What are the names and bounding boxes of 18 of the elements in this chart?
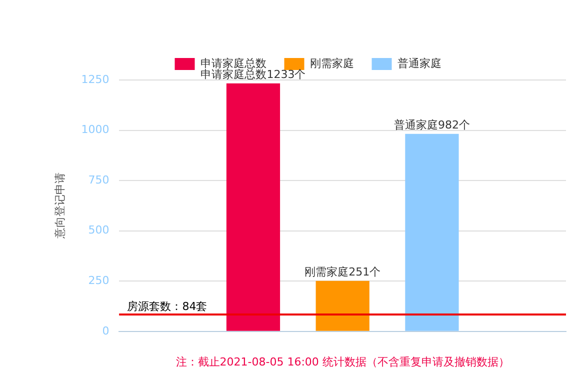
y-tick-label: 0 <box>102 324 110 338</box>
legend-label: 申请家庭总数 <box>200 56 266 70</box>
legend-label: 普通家庭 <box>397 56 442 70</box>
legend-label: 刚需家庭 <box>310 56 354 70</box>
y-axis-title: 意向登记申请 <box>53 172 66 240</box>
y-tick-label: 1250 <box>81 72 110 86</box>
bar <box>316 280 370 331</box>
data-label: 刚需家庭251个 <box>304 265 381 278</box>
y-tick-label: 1000 <box>81 123 110 136</box>
bar <box>405 134 459 331</box>
ref-line-label: 房源套数：84套 <box>127 300 208 313</box>
bar <box>226 83 280 331</box>
data-label: 申请家庭总数1233个 <box>200 68 306 81</box>
y-tick-label: 750 <box>88 173 110 186</box>
y-tick-label: 250 <box>88 274 110 287</box>
y-tick-label: 500 <box>88 224 110 237</box>
data-label: 普通家庭982个 <box>394 118 470 132</box>
x-axis-title: 注：截止2021-08-05 16:00 统计数据（不含重复申请及撤销数据） <box>176 355 510 368</box>
